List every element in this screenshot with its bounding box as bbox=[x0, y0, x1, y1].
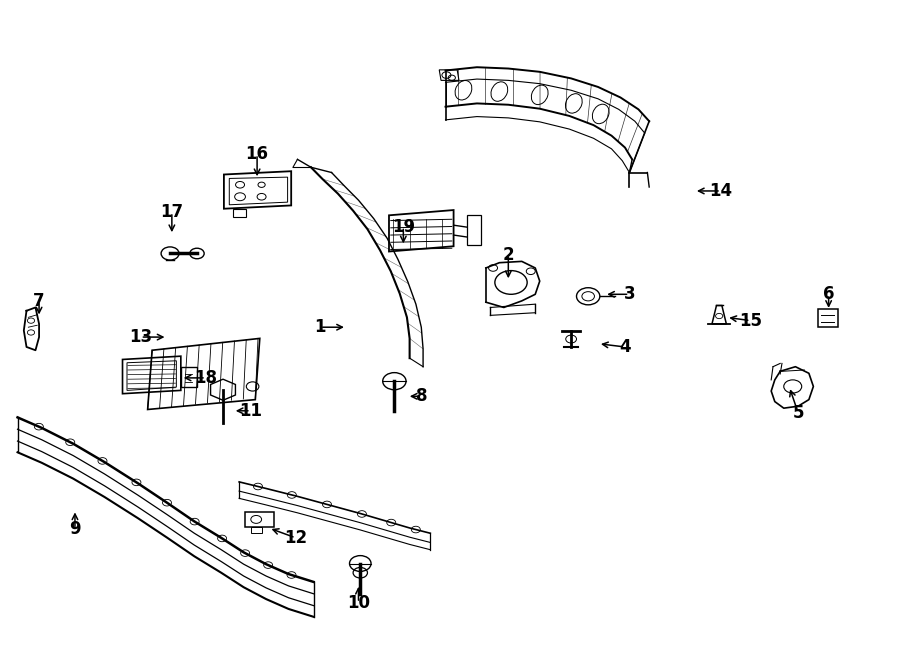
Text: 8: 8 bbox=[416, 387, 427, 405]
Text: 12: 12 bbox=[284, 529, 307, 547]
Text: 14: 14 bbox=[709, 182, 733, 200]
Text: 5: 5 bbox=[792, 404, 804, 422]
Text: 2: 2 bbox=[502, 246, 514, 264]
Text: 13: 13 bbox=[129, 328, 152, 346]
Text: 9: 9 bbox=[69, 520, 81, 538]
Text: 16: 16 bbox=[246, 145, 268, 163]
Text: 6: 6 bbox=[823, 286, 834, 303]
Text: 1: 1 bbox=[314, 318, 326, 336]
Text: 7: 7 bbox=[33, 292, 45, 310]
Text: 10: 10 bbox=[347, 594, 370, 612]
Text: 18: 18 bbox=[194, 369, 218, 387]
Text: 15: 15 bbox=[739, 311, 762, 330]
Text: 11: 11 bbox=[239, 402, 262, 420]
Text: 19: 19 bbox=[392, 217, 415, 235]
Text: 17: 17 bbox=[160, 203, 184, 221]
Text: 4: 4 bbox=[619, 338, 631, 356]
Text: 3: 3 bbox=[624, 286, 635, 303]
